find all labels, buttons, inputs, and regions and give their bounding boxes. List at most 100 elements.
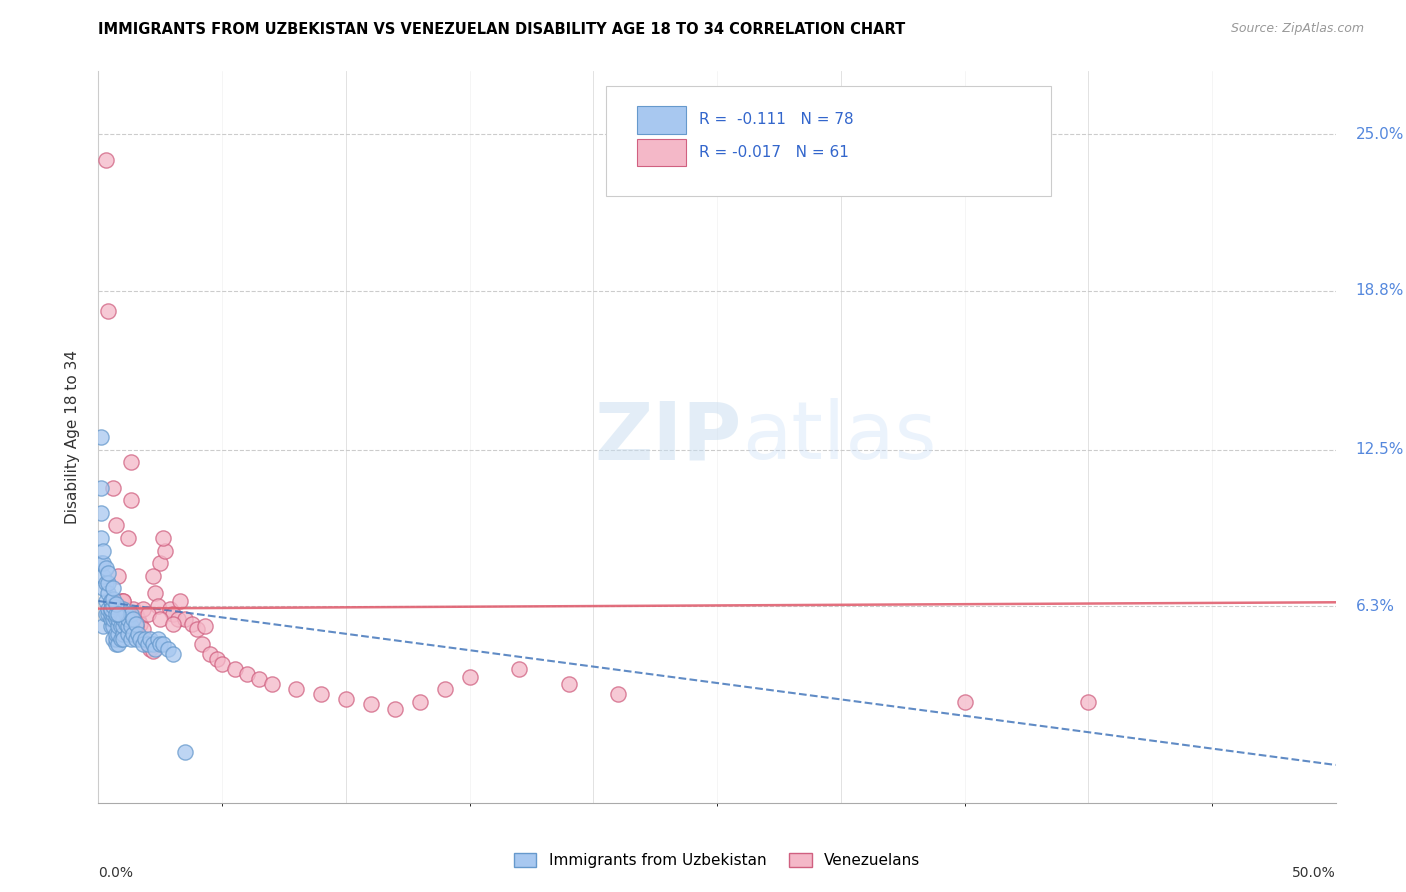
Point bbox=[146, 599, 169, 613]
Point bbox=[120, 632, 142, 646]
Point bbox=[104, 607, 127, 621]
Point bbox=[104, 637, 127, 651]
Point bbox=[104, 518, 127, 533]
Point bbox=[149, 556, 172, 570]
Point bbox=[107, 569, 129, 583]
Point bbox=[127, 627, 149, 641]
Point bbox=[198, 647, 221, 661]
Point bbox=[97, 607, 120, 621]
Point bbox=[97, 586, 120, 600]
Point bbox=[143, 586, 166, 600]
Point bbox=[360, 698, 382, 712]
Point bbox=[97, 304, 120, 318]
Point bbox=[142, 637, 165, 651]
Point bbox=[114, 607, 136, 621]
Text: 50.0%: 50.0% bbox=[1292, 866, 1336, 880]
Point bbox=[191, 637, 214, 651]
Point bbox=[142, 644, 165, 658]
Point bbox=[100, 601, 122, 615]
Point bbox=[107, 607, 129, 621]
Point bbox=[112, 632, 135, 646]
Point bbox=[557, 677, 579, 691]
Point bbox=[107, 619, 129, 633]
Point bbox=[90, 506, 112, 520]
Point bbox=[247, 672, 270, 686]
Text: IMMIGRANTS FROM UZBEKISTAN VS VENEZUELAN DISABILITY AGE 18 TO 34 CORRELATION CHA: IMMIGRANTS FROM UZBEKISTAN VS VENEZUELAN… bbox=[98, 22, 905, 37]
Point bbox=[169, 594, 191, 608]
Point bbox=[112, 601, 135, 615]
Point bbox=[104, 597, 127, 611]
Point bbox=[93, 543, 115, 558]
Point bbox=[122, 627, 145, 641]
Point bbox=[120, 619, 142, 633]
Point bbox=[107, 627, 129, 641]
Point bbox=[152, 637, 174, 651]
Point bbox=[166, 612, 188, 626]
Point bbox=[114, 616, 136, 631]
Point bbox=[94, 561, 117, 575]
Point bbox=[103, 612, 125, 626]
Text: 18.8%: 18.8% bbox=[1355, 284, 1403, 298]
Point bbox=[607, 687, 630, 701]
Bar bbox=[637, 106, 686, 134]
Point bbox=[90, 556, 112, 570]
Point bbox=[132, 601, 155, 615]
Point bbox=[100, 594, 122, 608]
Point bbox=[103, 632, 125, 646]
Point bbox=[94, 607, 117, 621]
Point bbox=[100, 607, 122, 621]
Text: 25.0%: 25.0% bbox=[1355, 127, 1403, 142]
Point bbox=[134, 632, 156, 646]
Point bbox=[508, 662, 530, 676]
Point bbox=[162, 616, 184, 631]
Point bbox=[104, 627, 127, 641]
Point bbox=[149, 637, 172, 651]
Text: 6.3%: 6.3% bbox=[1355, 599, 1395, 614]
Point bbox=[117, 531, 139, 545]
Point bbox=[136, 637, 159, 651]
Point bbox=[93, 569, 115, 583]
Point bbox=[136, 607, 159, 621]
Point bbox=[181, 616, 204, 631]
Point bbox=[93, 582, 115, 596]
Point bbox=[107, 612, 129, 626]
Point bbox=[174, 612, 197, 626]
Point bbox=[384, 702, 406, 716]
Point bbox=[136, 637, 159, 651]
Point bbox=[186, 622, 208, 636]
Point bbox=[122, 601, 145, 615]
Point bbox=[194, 619, 217, 633]
Point bbox=[129, 616, 152, 631]
Point bbox=[162, 647, 184, 661]
Point bbox=[94, 576, 117, 591]
Point bbox=[103, 607, 125, 621]
Point bbox=[1077, 695, 1099, 709]
Point bbox=[107, 599, 129, 613]
Point bbox=[93, 619, 115, 633]
Point bbox=[124, 619, 146, 633]
Point bbox=[433, 682, 456, 697]
Text: R = -0.017   N = 61: R = -0.017 N = 61 bbox=[699, 145, 848, 160]
Point bbox=[205, 652, 228, 666]
Point bbox=[143, 642, 166, 657]
Point bbox=[146, 632, 169, 646]
Point bbox=[117, 619, 139, 633]
Point bbox=[97, 576, 120, 591]
Point bbox=[104, 632, 127, 646]
Point bbox=[100, 601, 122, 615]
Point bbox=[97, 601, 120, 615]
Point bbox=[132, 622, 155, 636]
Point bbox=[124, 632, 146, 646]
Point bbox=[103, 591, 125, 606]
Point bbox=[236, 667, 259, 681]
Bar bbox=[637, 138, 686, 167]
Point bbox=[142, 569, 165, 583]
Point bbox=[174, 745, 197, 759]
Point bbox=[117, 607, 139, 621]
Point bbox=[156, 642, 179, 657]
Point bbox=[124, 616, 146, 631]
Point bbox=[132, 637, 155, 651]
Point bbox=[94, 594, 117, 608]
Text: R =  -0.111   N = 78: R = -0.111 N = 78 bbox=[699, 112, 853, 128]
Text: Source: ZipAtlas.com: Source: ZipAtlas.com bbox=[1230, 22, 1364, 36]
